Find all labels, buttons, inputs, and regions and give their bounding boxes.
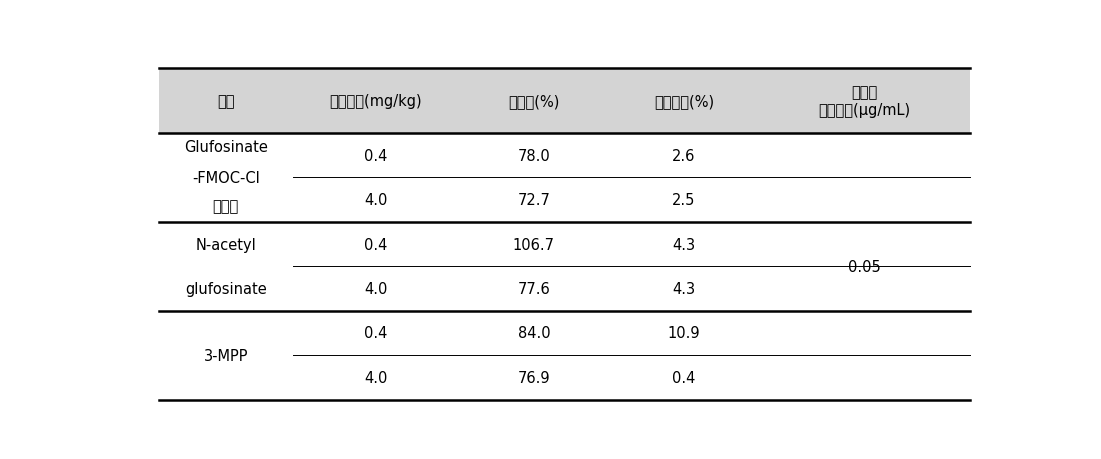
Text: 성분: 성분 xyxy=(217,94,235,109)
Text: 4.0: 4.0 xyxy=(364,370,388,385)
Text: 회수율(%): 회수율(%) xyxy=(509,94,559,109)
Text: 77.6: 77.6 xyxy=(517,281,550,297)
Text: Glufosinate: Glufosinate xyxy=(184,140,268,154)
Text: 0.4: 0.4 xyxy=(364,326,388,341)
Text: 0.4: 0.4 xyxy=(364,148,388,163)
Text: 2.5: 2.5 xyxy=(672,193,696,207)
Text: glufosinate: glufosinate xyxy=(185,281,266,297)
Text: 0.4: 0.4 xyxy=(364,237,388,252)
Text: 0.05: 0.05 xyxy=(848,259,881,274)
Text: 4.3: 4.3 xyxy=(673,237,696,252)
Text: 4.0: 4.0 xyxy=(364,193,388,207)
Text: 3-MPP: 3-MPP xyxy=(204,348,248,363)
Text: -FMOC-Cl: -FMOC-Cl xyxy=(192,170,260,185)
Text: 76.9: 76.9 xyxy=(517,370,550,385)
Text: 변이계수(%): 변이계수(%) xyxy=(654,94,713,109)
Text: 유도체: 유도체 xyxy=(212,199,239,214)
Text: 처리농도(mg/kg): 처리농도(mg/kg) xyxy=(329,94,422,109)
Text: 106.7: 106.7 xyxy=(513,237,555,252)
Text: 72.7: 72.7 xyxy=(517,193,550,207)
Text: 84.0: 84.0 xyxy=(517,326,550,341)
Text: 2.6: 2.6 xyxy=(672,148,696,163)
Text: 78.0: 78.0 xyxy=(517,148,550,163)
Text: 기기상
정량한계(μg/mL): 기기상 정량한계(μg/mL) xyxy=(818,85,911,118)
Text: 4.0: 4.0 xyxy=(364,281,388,297)
Text: 0.4: 0.4 xyxy=(672,370,696,385)
Text: 10.9: 10.9 xyxy=(667,326,700,341)
Text: N-acetyl: N-acetyl xyxy=(196,237,257,252)
Bar xyxy=(159,69,970,134)
Text: 4.3: 4.3 xyxy=(673,281,696,297)
